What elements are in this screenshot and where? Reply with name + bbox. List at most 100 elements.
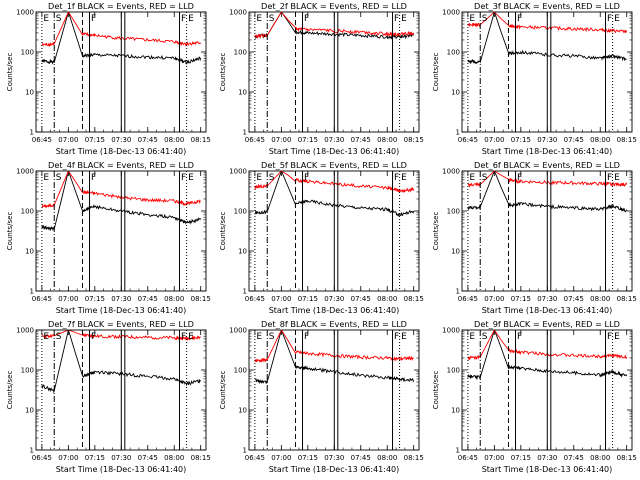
x-tick-label: 07:15: [511, 136, 531, 144]
x-tick-label: 08:00: [164, 454, 184, 462]
time-marker-label: E: [256, 332, 262, 342]
y-tick-label: 10: [25, 248, 34, 256]
x-axis-label: Start Time (18-Dec-13 06:41:40): [56, 147, 187, 156]
x-tick-label: 08:15: [617, 295, 637, 303]
time-marker-label: S: [482, 332, 488, 342]
events-series-line: [467, 171, 628, 213]
y-tick-label: 1: [30, 129, 34, 137]
x-tick-label: 07:30: [111, 136, 131, 144]
x-tick-label: 07:00: [271, 454, 291, 462]
y-tick-label: 100: [234, 367, 247, 375]
x-tick-label: 07:45: [564, 454, 584, 462]
lld-series-line: [254, 171, 415, 193]
y-tick-label: 1000: [16, 327, 34, 335]
x-tick-label: 06:45: [32, 295, 52, 303]
x-axis-label: Start Time (18-Dec-13 06:41:40): [56, 465, 187, 474]
x-tick-label: 07:00: [58, 295, 78, 303]
plot-frame: [248, 170, 420, 292]
y-tick-label: 10: [238, 89, 247, 97]
time-marker-label: F: [91, 14, 96, 24]
x-tick-label: 07:30: [537, 454, 557, 462]
time-marker-label: E: [401, 173, 407, 183]
x-tick-label: 07:30: [324, 136, 344, 144]
x-tick-label: 07:15: [85, 136, 105, 144]
y-tick-label: 10: [25, 407, 34, 415]
detector-panel: Det_8f BLACK = Events, RED = LLD Counts/s…: [219, 319, 424, 474]
x-tick-label: 07:15: [298, 454, 318, 462]
time-marker-label: F: [394, 173, 399, 183]
x-axis-label: Start Time (18-Dec-13 06:41:40): [269, 465, 400, 474]
time-marker-label: F: [517, 173, 522, 183]
time-marker-label: E: [188, 173, 194, 183]
time-marker-label: F: [394, 14, 399, 24]
y-tick-label: 1000: [442, 9, 460, 17]
y-tick-label: 100: [234, 208, 247, 216]
time-marker-label: F: [181, 173, 186, 183]
panel-title: Det_2f BLACK = Events, RED = LLD: [261, 1, 407, 11]
x-tick-label: 07:45: [564, 136, 584, 144]
panel-title: Det_6f BLACK = Events, RED = LLD: [474, 160, 620, 170]
y-tick-label: 10: [238, 248, 247, 256]
plot-frame: [248, 329, 420, 451]
y-axis-label: Counts/sec: [219, 371, 227, 410]
time-marker-label: F: [607, 14, 612, 24]
y-tick-label: 1: [456, 447, 460, 455]
x-tick-label: 07:15: [298, 295, 318, 303]
x-tick-label: 07:45: [351, 295, 371, 303]
y-tick-label: 100: [234, 49, 247, 57]
data-layer: [254, 171, 415, 218]
time-marker-label: E: [469, 14, 475, 24]
x-tick-label: 07:30: [324, 454, 344, 462]
x-tick-label: 07:00: [484, 295, 504, 303]
x-tick-label: 08:15: [404, 136, 424, 144]
x-tick-label: 07:15: [511, 295, 531, 303]
y-tick-label: 1: [243, 129, 247, 137]
time-marker-label: S: [56, 332, 62, 342]
panel-title: Det_4f BLACK = Events, RED = LLD: [48, 160, 194, 170]
x-tick-label: 08:15: [617, 454, 637, 462]
x-tick-label: 08:00: [590, 136, 610, 144]
x-tick-label: 07:00: [58, 454, 78, 462]
y-axis-label: Counts/sec: [219, 53, 227, 92]
panel-title: Det_3f BLACK = Events, RED = LLD: [474, 1, 620, 11]
time-marker-label: E: [188, 14, 194, 24]
y-tick-label: 100: [21, 367, 34, 375]
time-marker-label: S: [269, 173, 275, 183]
x-tick-label: 07:15: [298, 136, 318, 144]
y-tick-label: 1: [456, 288, 460, 296]
y-axis-label: Counts/sec: [432, 371, 440, 410]
time-marker-label: F: [181, 332, 186, 342]
x-tick-label: 07:45: [138, 295, 158, 303]
time-marker-label: F: [517, 332, 522, 342]
events-series-line: [41, 12, 202, 65]
lld-series-line: [467, 330, 628, 361]
x-tick-label: 08:00: [377, 136, 397, 144]
time-marker-label: E: [469, 173, 475, 183]
y-tick-label: 10: [238, 407, 247, 415]
detector-panel: Det_2f BLACK = Events, RED = LLD Counts/s…: [219, 1, 424, 156]
x-tick-label: 08:00: [590, 454, 610, 462]
x-axis-label: Start Time (18-Dec-13 06:41:40): [482, 306, 613, 315]
plot-frame: [248, 11, 420, 133]
time-marker-label: F: [304, 173, 309, 183]
time-marker-label: E: [401, 14, 407, 24]
x-tick-label: 07:30: [537, 136, 557, 144]
x-tick-label: 07:45: [351, 136, 371, 144]
x-tick-label: 07:45: [564, 295, 584, 303]
plot-frame: [35, 329, 207, 451]
x-tick-label: 08:15: [191, 454, 211, 462]
time-marker-label: E: [256, 173, 262, 183]
x-tick-label: 08:00: [590, 295, 610, 303]
y-tick-label: 1000: [229, 9, 247, 17]
time-marker-label: S: [269, 14, 275, 24]
data-layer: [41, 12, 202, 65]
x-tick-label: 07:30: [111, 295, 131, 303]
plot-frame: [461, 11, 633, 133]
detector-panel: Det_6f BLACK = Events, RED = LLD Counts/s…: [432, 160, 637, 315]
time-marker-label: S: [269, 332, 275, 342]
y-axis-label: Counts/sec: [6, 212, 14, 251]
x-tick-label: 08:00: [164, 295, 184, 303]
x-tick-label: 06:45: [245, 454, 265, 462]
time-marker-label: S: [56, 173, 62, 183]
y-tick-label: 100: [447, 367, 460, 375]
